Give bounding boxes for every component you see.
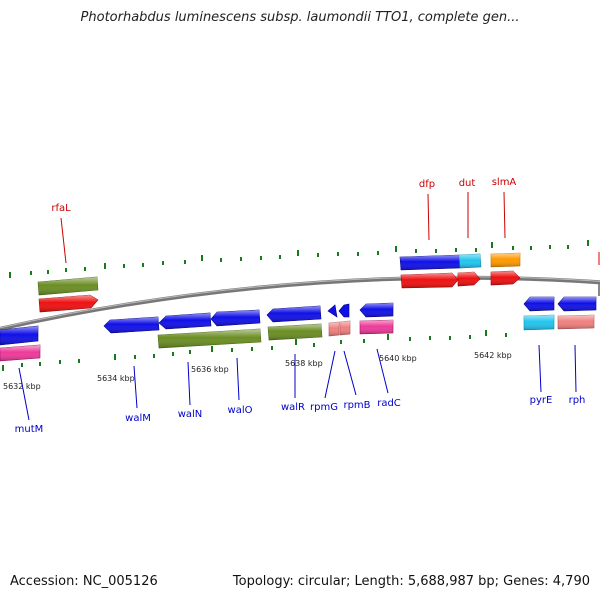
gene-walN-olive[interactable] <box>157 328 262 349</box>
gene-mutM-pink[interactable] <box>0 344 41 362</box>
gene-walM-blue[interactable] <box>103 316 160 334</box>
gene-radC-blue[interactable] <box>359 302 394 318</box>
gene-label-dut: dut <box>459 178 476 189</box>
scale-label-5638: 5638 kbp <box>285 359 323 368</box>
gene-label-rpmB: rpmB <box>343 400 370 411</box>
gene-slmA-red[interactable] <box>490 270 521 286</box>
gene-walN-blue[interactable] <box>158 312 212 330</box>
scale-label-5632: 5632 kbp <box>3 382 41 391</box>
upper-tick-row <box>9 240 589 278</box>
gene-walR-olive[interactable] <box>267 323 323 341</box>
gene-label-walM: walM <box>125 413 151 424</box>
gene-label-rph: rph <box>569 395 586 406</box>
gene-rpmG-salmon[interactable] <box>328 321 340 337</box>
scale-label-5634: 5634 kbp <box>97 374 135 383</box>
gene-rph-blue[interactable] <box>557 296 597 312</box>
scale-label-5642: 5642 kbp <box>474 351 512 360</box>
gene-rpmG-blue[interactable] <box>327 304 338 318</box>
map-title: Photorhabdus luminescens subsp. laumondi… <box>80 10 520 25</box>
gene-pyrE-cyan[interactable] <box>523 314 555 331</box>
forward-label-leaders <box>60 191 506 264</box>
gene-dfp-blue[interactable] <box>399 254 461 271</box>
gene-label-pyrE: pyrE <box>530 395 553 406</box>
gene-slmA-orange[interactable] <box>490 252 521 268</box>
genome-summary-label: Topology: circular; Length: 5,688,987 bp… <box>232 574 590 589</box>
gene-label-slmA: slmA <box>492 177 517 188</box>
gene-dut-cyan[interactable] <box>458 253 482 269</box>
gene-label-walN: walN <box>178 409 203 420</box>
reverse-strand-genes <box>0 284 600 362</box>
gene-label-radC: radC <box>377 398 401 409</box>
gene-dut-red[interactable] <box>457 271 481 287</box>
scale-label-5636: 5636 kbp <box>191 365 229 374</box>
gene-label-mutM: mutM <box>15 424 44 435</box>
gene-label-walR: walR <box>281 402 305 413</box>
gene-rpmB-blue[interactable] <box>338 303 350 318</box>
gene-label-rpmG: rpmG <box>310 402 338 413</box>
gene-rfaL-olive[interactable] <box>37 276 99 296</box>
scale-label-5640: 5640 kbp <box>379 354 417 363</box>
lower-tick-row <box>2 330 507 371</box>
reverse-label-leaders <box>18 344 577 421</box>
gene-label-rfaL: rfaL <box>51 203 71 214</box>
gene-walO-blue[interactable] <box>210 309 261 327</box>
gene-rph-salmon[interactable] <box>557 314 595 330</box>
gene-mutM-blue[interactable] <box>0 325 39 346</box>
gene-radC-pink[interactable] <box>359 319 394 335</box>
gene-pyrE-blue[interactable] <box>523 296 555 312</box>
genome-backbone <box>0 275 600 331</box>
gene-rpmB-salmon[interactable] <box>339 320 351 336</box>
accession-label: Accession: NC_005126 <box>10 574 158 589</box>
forward-strand-genes <box>37 252 600 313</box>
gene-walR-blue[interactable] <box>266 305 322 323</box>
gene-rfaL-red[interactable] <box>38 294 99 313</box>
gene-label-walO: walO <box>228 405 253 416</box>
gene-dfp-red[interactable] <box>400 272 459 289</box>
gene-label-dfp: dfp <box>419 179 435 190</box>
